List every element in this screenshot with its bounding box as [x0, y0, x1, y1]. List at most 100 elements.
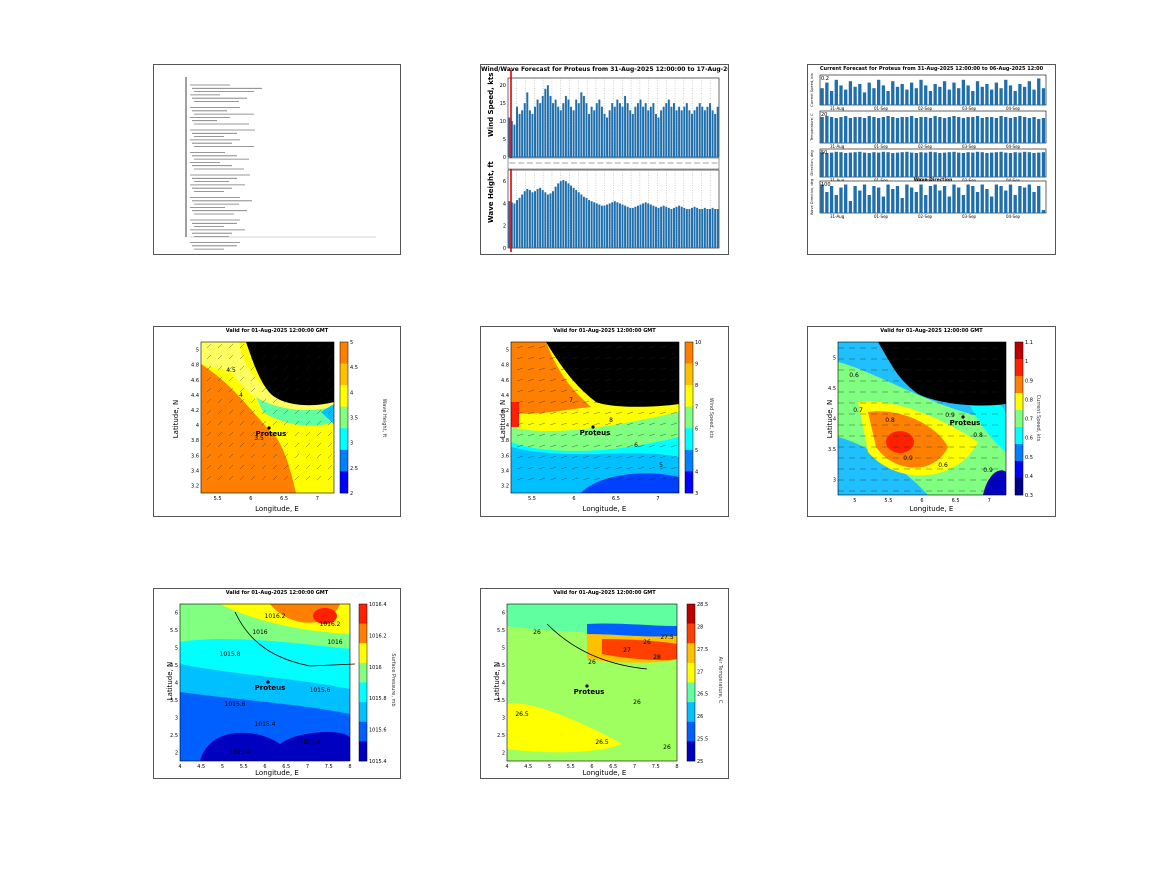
wind-speed-bar — [665, 103, 668, 157]
temp-map-ytick: 4 — [502, 681, 505, 687]
wave-map-colorbar-swatch — [340, 428, 348, 451]
current-row-bar — [990, 117, 994, 143]
wind-map-arrow — [560, 444, 568, 448]
temp-map-band3 — [602, 639, 677, 661]
wave-map-arrow — [228, 376, 234, 382]
wind-map-arrow — [637, 422, 645, 426]
wave-map-arrow — [272, 354, 278, 360]
wave-map-arrow — [239, 398, 245, 404]
wind-map-arrow — [527, 389, 535, 393]
wind-map-arrow — [516, 477, 524, 481]
current-map-colorbar-tick: 0.6 — [1025, 436, 1033, 442]
current-series-panel: Current Forecast for Proteus from 31-Aug… — [807, 64, 1056, 255]
temp-map-xtick: 6 — [590, 764, 593, 770]
current-row-bar — [914, 118, 918, 143]
wind-map-arrow — [560, 422, 568, 426]
temp-map-panel: Valid for 01-Aug-2025 12:00:00 GMT 26 26 2… — [480, 588, 729, 779]
current-row-bar — [952, 184, 956, 213]
wind-map-arrow — [626, 455, 634, 459]
current-row-bar — [980, 152, 984, 177]
wind-map-arrow — [626, 466, 634, 470]
wave-map-arrow — [217, 409, 223, 415]
pressure-map-vessel-label: Proteus — [255, 684, 286, 692]
wave-map-arrow — [250, 398, 256, 404]
wave-map-arrow — [261, 475, 267, 481]
current-row-bar — [971, 152, 975, 177]
wind-map-ytick: 3.4 — [501, 468, 509, 474]
current-row-bar — [839, 85, 843, 105]
pressure-map-contour-label: 1016 — [252, 629, 267, 636]
wind-map-arrow — [549, 367, 557, 371]
pressure-map-panel: Valid for 01-Aug-2025 12:00:00 GMT 1016.… — [153, 588, 401, 779]
wind-map-arrow — [593, 378, 601, 382]
wind-map-arrow — [615, 422, 623, 426]
wind-map-arrow — [549, 400, 557, 404]
current-row-bar — [909, 116, 914, 143]
wind-map-colorbar-swatch — [685, 406, 693, 429]
wind-map-arrow — [582, 444, 590, 448]
current-row-bar — [848, 152, 853, 177]
wind-map-arrow — [593, 455, 601, 459]
temp-map-colorbar-swatch — [687, 721, 695, 742]
current-row-bar — [1027, 184, 1031, 213]
wave-map-arrow — [206, 343, 212, 349]
temp-map-ytick: 3 — [502, 715, 505, 721]
temp-map-vessel-label: Proteus — [574, 688, 605, 696]
wind-map-colorbar-swatch — [685, 449, 693, 472]
wind-speed-bar — [554, 99, 557, 157]
wind-map-arrow — [538, 444, 546, 448]
wind-map-colorbar-tick: 7 — [695, 405, 698, 411]
current-row-bar — [834, 195, 838, 213]
wave-height-bar — [570, 185, 573, 248]
wave-height-bar — [562, 180, 565, 248]
current-row-bar — [820, 152, 824, 177]
wind-map-arrow — [659, 411, 667, 415]
temp-map-colorbar-swatch — [687, 623, 695, 644]
wave-height-bar — [652, 205, 655, 248]
pressure-map-xtick: 6.5 — [282, 764, 290, 770]
wind-map-arrow — [571, 356, 579, 360]
current-row-bar — [858, 117, 862, 143]
current-row-bar — [985, 84, 989, 105]
temp-map-colorbar-tick: 25 — [697, 759, 703, 765]
current-row-bar — [862, 184, 867, 213]
wave-height-bar — [593, 202, 596, 248]
wave-height-bar — [624, 205, 627, 248]
wave-map-ytick: 4.4 — [191, 393, 199, 399]
wind-map-arrow — [549, 345, 557, 349]
wave-height-bar — [508, 201, 511, 248]
current-row-axes — [819, 148, 1047, 178]
wave-height-bar — [528, 190, 531, 248]
wind-map-arrow — [615, 444, 623, 448]
wind-speed-bar — [618, 103, 621, 157]
current-row-bar — [909, 152, 914, 177]
wind-map-arrow — [626, 444, 634, 448]
wave-map-title: Valid for 01-Aug-2025 12:00:00 GMT — [225, 328, 329, 334]
wave-height-bar — [690, 207, 693, 248]
wind-map-arrow — [549, 378, 557, 382]
wind-map-arrow — [626, 367, 634, 371]
current-row-bar — [938, 117, 942, 143]
wind-map-arrow — [670, 367, 678, 371]
current-row-bar — [867, 153, 871, 177]
wave-map-arrow — [250, 376, 256, 382]
wind-map-arrow — [659, 466, 667, 470]
wind-map-arrow — [571, 400, 579, 404]
wind-map-band-orange — [511, 342, 591, 414]
wave-height-bar — [536, 188, 539, 248]
wind-map-arrow — [615, 345, 623, 349]
wave-height-bar — [510, 202, 513, 248]
current-row-bar — [985, 153, 989, 177]
wind-map-arrow — [659, 345, 667, 349]
current-row-bar — [999, 88, 1003, 105]
wave-map-arrow — [217, 398, 223, 404]
current-map-ytick: 4.5 — [828, 386, 836, 392]
wind-map-colorbar-frame — [684, 341, 694, 494]
current-row-bar — [834, 79, 838, 105]
current-row-bar — [980, 184, 984, 213]
wave-height-bar — [631, 207, 634, 248]
current-row-bar — [872, 117, 876, 143]
wave-height-bar — [644, 202, 647, 248]
pressure-map-ytick: 3.5 — [170, 698, 178, 704]
current-map-contour-label: 0.9 — [983, 467, 993, 474]
